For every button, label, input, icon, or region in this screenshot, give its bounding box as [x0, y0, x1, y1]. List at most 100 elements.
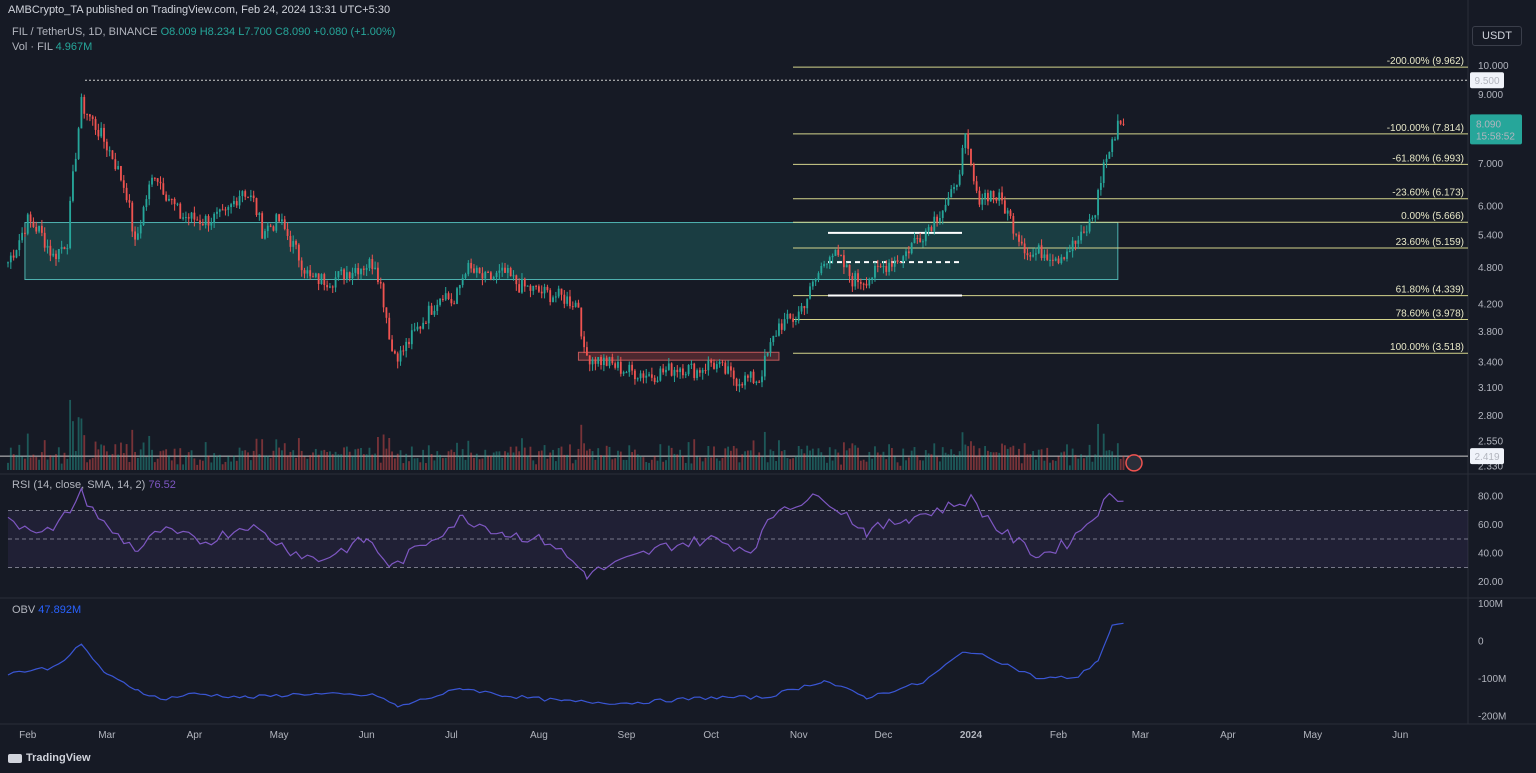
volume-bar	[701, 461, 704, 470]
candle-body	[504, 267, 506, 273]
volume-bar	[772, 451, 775, 470]
candle-body	[492, 277, 495, 280]
volume-bar	[1037, 449, 1040, 470]
volume-bar	[1026, 454, 1029, 470]
volume-bar	[783, 449, 786, 470]
candle-body	[148, 184, 151, 200]
volume-bar	[399, 450, 402, 470]
candle-body	[216, 211, 218, 214]
volume-bar	[489, 455, 492, 470]
candle-body	[916, 237, 919, 239]
candle-body	[275, 214, 278, 231]
volume-bar	[738, 462, 741, 470]
volume-bar	[730, 450, 732, 470]
candle-body	[571, 306, 574, 308]
candle-body	[569, 296, 571, 307]
volume-bar	[1035, 459, 1037, 470]
candle-body	[1032, 254, 1035, 257]
candle-body	[910, 243, 913, 254]
candle-body	[128, 200, 131, 203]
volume-bar	[1012, 445, 1015, 470]
volume-bar	[619, 451, 622, 470]
candle-body	[913, 237, 916, 244]
volume-bar	[890, 448, 893, 470]
candle-body	[509, 267, 512, 277]
candle-body	[862, 283, 865, 285]
volume-bar	[989, 452, 992, 470]
candle-body	[351, 272, 354, 279]
volume-bar	[145, 457, 148, 470]
volume-bar	[283, 443, 286, 470]
price-tick-label: 3.800	[1478, 327, 1503, 338]
candle-body	[247, 196, 249, 198]
candle-body	[650, 374, 653, 378]
candle-body	[365, 267, 368, 270]
price-tick-label: 4.800	[1478, 263, 1503, 274]
candle-body	[1001, 192, 1003, 201]
candle-body	[826, 263, 828, 265]
volume-bar	[1080, 454, 1083, 470]
fibonacci-label: 23.60% (5.159)	[1396, 237, 1464, 248]
volume-bar	[131, 429, 134, 470]
candle-body	[591, 359, 594, 365]
candle-body	[690, 363, 693, 365]
volume-bar	[845, 450, 848, 470]
volume-bar	[461, 449, 464, 470]
volume-bar	[365, 454, 368, 470]
candle-body	[35, 226, 38, 232]
candle-body	[1003, 200, 1006, 214]
candle-body	[662, 368, 665, 373]
volume-bar	[184, 455, 187, 470]
candle-body	[326, 285, 329, 288]
volume-bar	[261, 439, 264, 470]
symbol-name[interactable]: FIL / TetherUS, 1D, BINANCE	[12, 26, 158, 38]
currency-button[interactable]: USDT	[1472, 26, 1522, 46]
candle-body	[577, 302, 580, 308]
volume-bar	[913, 447, 916, 470]
volume-bar	[278, 447, 281, 470]
price-tick-label: 2.800	[1478, 411, 1503, 422]
candle-body	[1029, 255, 1032, 257]
volume-bar	[371, 454, 374, 470]
volume-bar	[501, 457, 504, 470]
volume-bar	[840, 464, 842, 470]
volume-bar	[744, 451, 746, 470]
volume-bar	[947, 454, 950, 470]
candle-body	[436, 304, 439, 311]
volume-bar	[125, 444, 128, 470]
volume-bar	[794, 455, 797, 470]
volume-bar	[156, 458, 159, 470]
candle-body	[66, 248, 69, 250]
candle-body	[1040, 245, 1043, 259]
volume-bar	[362, 454, 365, 470]
candle-body	[625, 372, 628, 374]
candle-body	[794, 320, 797, 322]
candle-body	[26, 214, 29, 234]
candle-body	[659, 368, 662, 381]
candle-body	[145, 199, 148, 208]
candle-body	[201, 223, 204, 225]
candle-body	[1046, 254, 1049, 260]
volume-bar	[15, 454, 18, 470]
candle-body	[371, 259, 374, 270]
candle-body	[297, 244, 300, 261]
volume-bar	[357, 448, 360, 470]
candle-body	[744, 375, 746, 386]
volume-bar	[275, 439, 278, 470]
candle-body	[721, 361, 724, 363]
candle-body	[218, 209, 221, 212]
volume-bar	[842, 442, 845, 470]
candle-body	[343, 269, 345, 280]
volume-bar	[241, 450, 244, 470]
candle-body	[546, 286, 549, 291]
candle-body	[1105, 158, 1108, 163]
volume-bar	[481, 458, 484, 470]
candle-body	[792, 318, 794, 322]
volume-bar	[879, 454, 882, 470]
fibonacci-label: 0.00% (5.666)	[1401, 211, 1464, 222]
candle-body	[427, 305, 430, 324]
countdown-label: 15:58:52	[1476, 131, 1515, 142]
candle-body	[139, 224, 142, 234]
candle-body	[1108, 152, 1111, 159]
